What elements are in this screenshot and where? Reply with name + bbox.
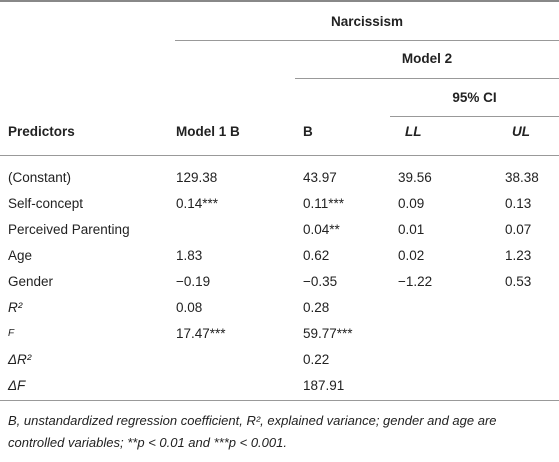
cell-value: 17.47*** (176, 326, 226, 341)
cell-value: 0.22 (303, 352, 330, 367)
cell-value: 0.28 (303, 300, 330, 315)
cell-value: 0.62 (303, 248, 330, 263)
column-header: B (303, 124, 313, 139)
ci-header: 95% CI (452, 90, 497, 105)
row-label: ΔF (8, 378, 26, 393)
cell-value: 0.07 (505, 222, 532, 237)
cell-value: 0.01 (398, 222, 425, 237)
top-rule (0, 0, 559, 2)
cell-value: 59.77*** (303, 326, 353, 341)
row-label: Age (8, 248, 33, 263)
cell-value: 0.09 (398, 196, 425, 211)
row-label: F (8, 328, 15, 339)
rule (175, 40, 559, 41)
cell-value: 38.38 (505, 170, 539, 185)
cell-value: 0.14*** (176, 196, 219, 211)
cell-value: 43.97 (303, 170, 337, 185)
cell-value: −1.22 (398, 274, 433, 289)
column-header: UL (512, 124, 530, 139)
row-label: R² (8, 300, 23, 315)
rule (0, 155, 559, 156)
cell-value: 0.53 (505, 274, 532, 289)
group-header: Narcissism (330, 14, 404, 29)
rule (295, 78, 559, 79)
cell-value: 0.04** (303, 222, 340, 237)
row-label: (Constant) (8, 170, 72, 185)
column-header: Predictors (8, 124, 75, 139)
row-label: ΔR² (8, 352, 32, 367)
row-label: Gender (8, 274, 54, 289)
cell-value: −0.35 (303, 274, 338, 289)
model2-header: Model 2 (401, 51, 453, 66)
footnote: B, unstandardized regression coefficient… (8, 413, 497, 450)
cell-value: 0.11*** (303, 196, 345, 211)
cell-value: −0.19 (176, 274, 211, 289)
row-label: Self-concept (8, 196, 84, 211)
cell-value: 129.38 (176, 170, 218, 185)
column-header: Model 1 B (176, 124, 240, 139)
cell-value: 1.83 (176, 248, 203, 263)
cell-value: 0.02 (398, 248, 425, 263)
rule (390, 116, 559, 117)
cell-value: 39.56 (398, 170, 432, 185)
cell-value: 0.13 (505, 196, 532, 211)
bottom-rule (0, 400, 559, 401)
column-header: LL (405, 124, 422, 139)
cell-value: 0.08 (176, 300, 203, 315)
cell-value: 187.91 (303, 378, 345, 393)
cell-value: 1.23 (505, 248, 532, 263)
row-label: Perceived Parenting (8, 222, 130, 237)
